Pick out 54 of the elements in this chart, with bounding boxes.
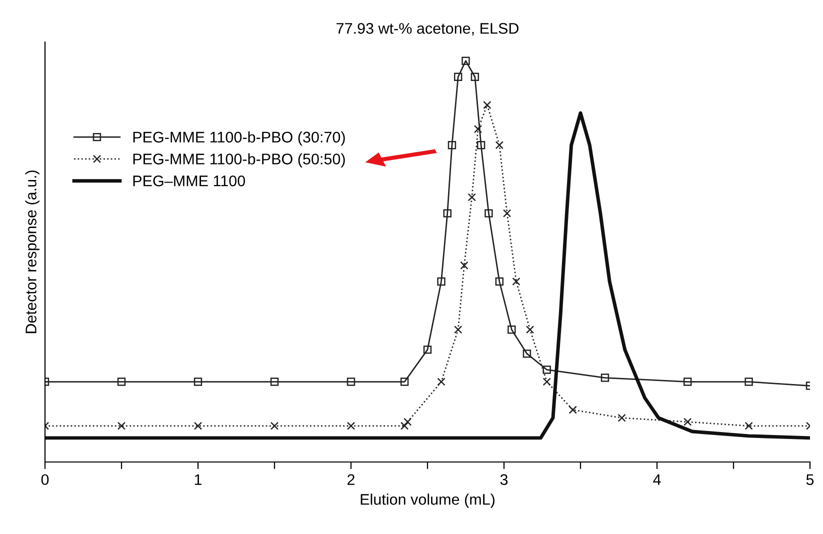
point [468, 193, 476, 202]
legend-label: PEG-MME 1100-b-PBO (50:50) [133, 153, 345, 168]
point [454, 326, 462, 334]
point [117, 378, 126, 386]
point [512, 277, 520, 286]
point [474, 124, 482, 134]
chart-title: 77.93 wt-% acetone, ELSD [336, 23, 518, 36]
legend-label: PEG-MME 1100-b-PBO (30:70) [133, 131, 345, 146]
point [483, 100, 492, 110]
point [346, 378, 356, 386]
y-axis-title: Detector response (a.u.) [25, 170, 40, 334]
point [684, 378, 692, 386]
point [744, 378, 753, 386]
x-tick-label: 1 [194, 474, 202, 485]
point [423, 346, 432, 354]
point [600, 374, 610, 382]
point [462, 56, 470, 65]
point [684, 418, 692, 426]
point [448, 140, 456, 150]
point [495, 277, 504, 286]
point [437, 277, 446, 286]
point [270, 422, 279, 430]
point [400, 422, 409, 430]
point [542, 378, 551, 386]
point [476, 140, 486, 150]
point [744, 422, 753, 430]
point [443, 209, 452, 218]
point [508, 326, 516, 334]
point [495, 140, 504, 150]
point [194, 422, 202, 430]
x-tick-label: 5 [806, 474, 814, 486]
point [346, 422, 356, 430]
legend-label: PEG–MME 1100 [133, 176, 246, 186]
point [526, 326, 534, 334]
point [404, 418, 412, 426]
point [522, 350, 532, 358]
x-tick-label: 0 [41, 474, 49, 486]
x-axis-title: Elution volume (mL) [360, 494, 494, 508]
point [542, 366, 551, 374]
point [502, 209, 512, 218]
point [454, 72, 462, 81]
x-tick-label: 2 [348, 474, 354, 485]
point [460, 261, 468, 270]
point [437, 378, 446, 386]
point [400, 378, 409, 386]
point [618, 414, 626, 422]
x-tick-label: 4 [653, 474, 661, 485]
point [484, 209, 493, 218]
point [117, 422, 126, 430]
point [194, 378, 202, 386]
point [470, 72, 480, 81]
point [270, 378, 279, 386]
point [568, 406, 577, 414]
x-tick-label: 3 [500, 474, 508, 486]
